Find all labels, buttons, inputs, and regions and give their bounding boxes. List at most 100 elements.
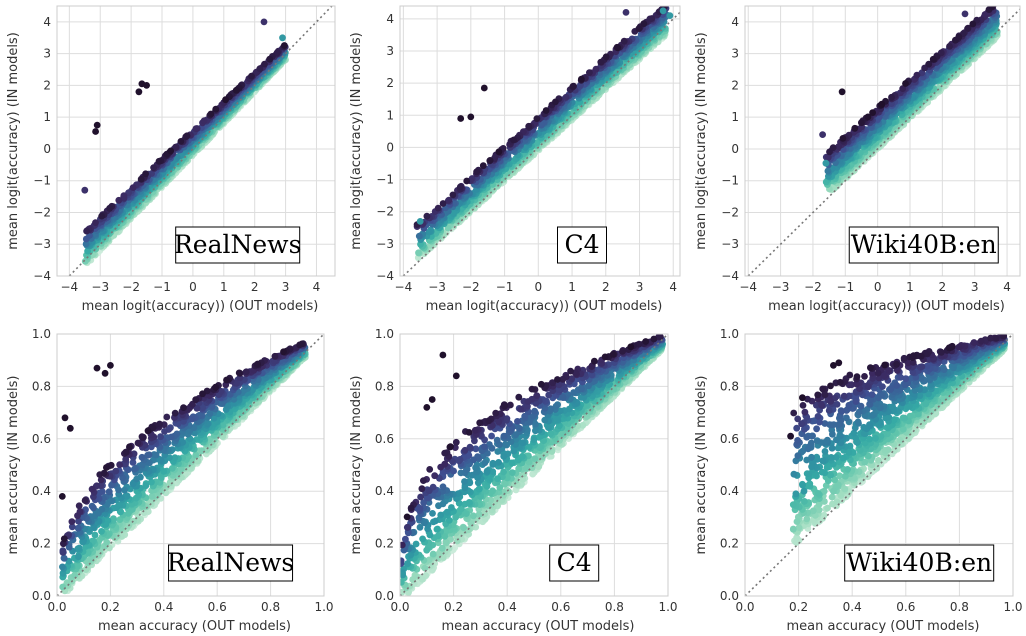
y-tick-label: 4 [43,15,51,29]
data-point [71,571,79,579]
data-point [82,235,90,243]
data-point [946,43,953,50]
data-point [824,153,832,161]
data-point [167,147,175,155]
axes-frame [744,5,1021,277]
x-tick-label: 3 [971,280,979,294]
data-point [92,219,99,227]
outlier-point [92,128,99,135]
data-point [266,55,274,63]
data-point [82,566,90,573]
data-point [648,15,656,22]
y-tick-label: 3 [43,47,51,61]
data-point [929,55,937,63]
data-point [98,528,105,535]
data-point [256,65,264,73]
x-tick-label: 3 [636,280,644,294]
data-point [885,119,893,127]
data-point [964,24,972,32]
dataset-label: RealNews [174,230,301,259]
data-point [192,125,200,133]
data-point [538,121,545,129]
diagonal-line [402,11,680,276]
data-point [273,49,281,56]
data-point [510,136,517,144]
y-tick-label: 3 [731,47,739,61]
data-point [864,113,872,121]
data-point [969,20,977,28]
data-point [869,109,876,116]
dataset-label-box [557,226,607,264]
data-point [106,204,113,212]
x-tick-label: −1 [836,280,854,294]
data-point [562,93,570,101]
y-axis-label: mean logit(accuracy) (IN models) [6,32,21,250]
data-point [552,98,559,106]
data-point [988,6,996,11]
y-tick-label: −4 [376,269,394,283]
data-point [613,43,621,51]
y-tick-label: −3 [376,237,394,251]
data-point [434,204,442,212]
y-tick-label: −2 [376,205,394,219]
data-point [87,555,95,563]
outlier-point [961,10,969,18]
y-tick-label: 4 [731,15,739,29]
data-point [456,183,464,191]
y-tick-label: −4 [33,269,51,283]
x-tick-label: 0 [874,280,882,294]
data-point [423,212,431,220]
y-tick-label: −4 [721,269,739,283]
data-point [878,100,886,108]
data-point [635,25,643,32]
data-point [955,33,963,41]
x-tick-label: −3 [428,280,446,294]
data-point [59,583,67,591]
data-point [155,157,163,165]
x-tick-label: 2 [602,280,610,294]
data-point [449,191,457,199]
data-point [450,210,457,218]
data-point [177,465,185,473]
y-tick-label: 2 [731,78,739,92]
x-tick-label: 0 [189,280,197,294]
data-point [98,212,106,220]
x-axis-label: mean logit(accuracy)) (OUT models) [426,299,663,314]
outlier-point [838,88,846,96]
outlier-point [93,121,101,129]
data-point [148,478,155,486]
outlier-point [260,18,268,26]
data-point [142,170,150,178]
data-point [168,465,176,472]
y-tick-label: −2 [33,205,51,219]
data-point [115,196,123,204]
data-point [525,122,533,130]
y-tick-label: −3 [721,237,739,251]
y-tick-label: 0 [43,142,51,156]
scatter-points [58,340,309,595]
x-tick-label: 2 [251,280,259,294]
data-point [533,115,541,122]
data-point [129,184,137,192]
data-point [902,80,909,87]
y-tick-label: 2 [386,76,394,90]
x-tick-label: 1 [906,280,914,294]
y-tick-label: −1 [721,174,739,188]
data-point [586,69,593,76]
outlier-point [416,218,424,225]
data-point [479,162,487,170]
data-point [192,451,200,459]
data-point [84,247,91,255]
scatter-points [819,6,1001,194]
y-axis-label: mean logit(accuracy) (IN models) [694,32,709,250]
data-point [212,105,220,113]
data-point [597,58,605,66]
data-point [140,509,148,516]
data-point [177,138,185,145]
dataset-label: C4 [564,230,599,259]
data-point [835,143,842,151]
outlier-point [279,34,286,42]
